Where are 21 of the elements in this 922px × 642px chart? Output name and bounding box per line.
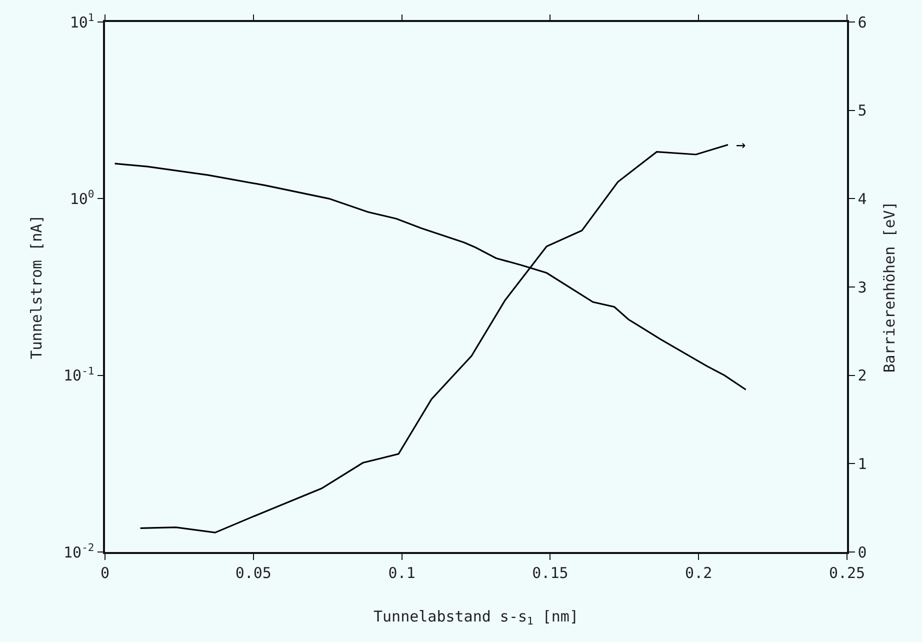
annotation: → bbox=[736, 135, 746, 154]
y2-tick-label: 3 bbox=[858, 278, 867, 296]
x-tick-label: 0.1 bbox=[388, 564, 416, 582]
y2-tick-label: 6 bbox=[858, 13, 867, 32]
x-tick-label: 0.15 bbox=[532, 564, 568, 582]
y-tick-label: 10$^{-1}$ bbox=[64, 365, 94, 385]
y2-tick-label: 5 bbox=[858, 102, 867, 120]
x-tick-label: 0 bbox=[100, 564, 110, 582]
y2-axis-title: Barrierenhöhen [eV] bbox=[880, 201, 898, 373]
y2-tick-label: 1 bbox=[858, 454, 867, 473]
y-axis-title: Tunnelstrom [nA] bbox=[27, 214, 46, 360]
y-tick-label: 10$^{-2}$ bbox=[64, 542, 94, 562]
x-tick-label: 0.2 bbox=[685, 564, 712, 582]
x-tick-label: 0.05 bbox=[235, 564, 272, 582]
y2-tick-label: 4 bbox=[858, 190, 867, 208]
y-tick-label: 10$^{0}$ bbox=[70, 188, 94, 208]
y-tick-label: 10$^{1}$ bbox=[70, 12, 94, 32]
y2-tick-label: 2 bbox=[858, 366, 867, 385]
x-axis-title: Tunnelabstand s-s$_{1}$ [nm] bbox=[373, 607, 579, 628]
x-tick-label: 0.25 bbox=[828, 564, 866, 582]
y2-tick-label: 0 bbox=[858, 543, 867, 562]
